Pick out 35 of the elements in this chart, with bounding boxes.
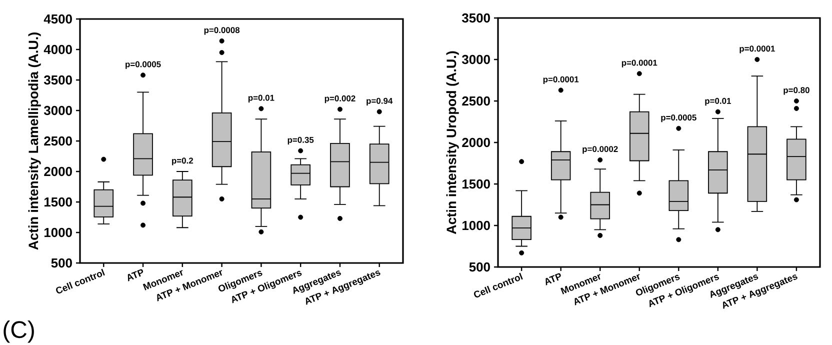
y-tick-label: 1000 xyxy=(44,228,72,238)
annotation: p=0.002 xyxy=(324,95,356,104)
y-tick-label: 2000 xyxy=(462,138,490,148)
annotation: p=0.0005 xyxy=(126,61,161,69)
y-tick-label: 1500 xyxy=(462,179,490,189)
annotation: p=0.0005 xyxy=(661,114,696,122)
y-tick-label: 500 xyxy=(51,258,72,268)
annotation: p=0.0001 xyxy=(622,60,658,68)
annotation: p=0.2 xyxy=(172,158,194,166)
x-tick-label: ATP xyxy=(546,273,561,286)
y-tick-label: 3000 xyxy=(44,106,72,116)
annotation: p=0.0001 xyxy=(740,46,775,54)
y-tick-label: 4500 xyxy=(44,14,72,24)
annotation: p=0.0002 xyxy=(582,146,618,154)
annotation: p=0.01 xyxy=(248,94,274,102)
annotation: p=0.0001 xyxy=(543,76,579,84)
y-tick-label: 1000 xyxy=(462,220,490,230)
y-axis-title: Actin intensity Uropod (A.U.) xyxy=(446,51,459,234)
y-tick-label: 2500 xyxy=(462,96,490,106)
x-tick-label: ATP xyxy=(128,269,143,282)
y-tick-label: 3000 xyxy=(462,54,490,64)
annotation: p=0.01 xyxy=(705,98,731,106)
y-tick-label: 2000 xyxy=(44,166,72,176)
y-tick-label: 3500 xyxy=(44,75,72,85)
annotation: p=0.35 xyxy=(288,136,314,145)
annotation: p=0.94 xyxy=(366,98,393,106)
y-axis-title: Actin intensity Lamellipodia (A.U.) xyxy=(28,32,41,250)
annotation: p=0.80 xyxy=(784,87,810,95)
annotation: p=0.0008 xyxy=(204,27,240,35)
y-tick-label: 500 xyxy=(469,262,490,272)
y-tick-label: 1500 xyxy=(44,197,72,207)
y-tick-label: 4000 xyxy=(44,44,72,54)
text: (C) xyxy=(4,320,34,343)
y-tick-label: 2500 xyxy=(44,136,72,146)
y-tick-label: 3500 xyxy=(462,13,490,23)
